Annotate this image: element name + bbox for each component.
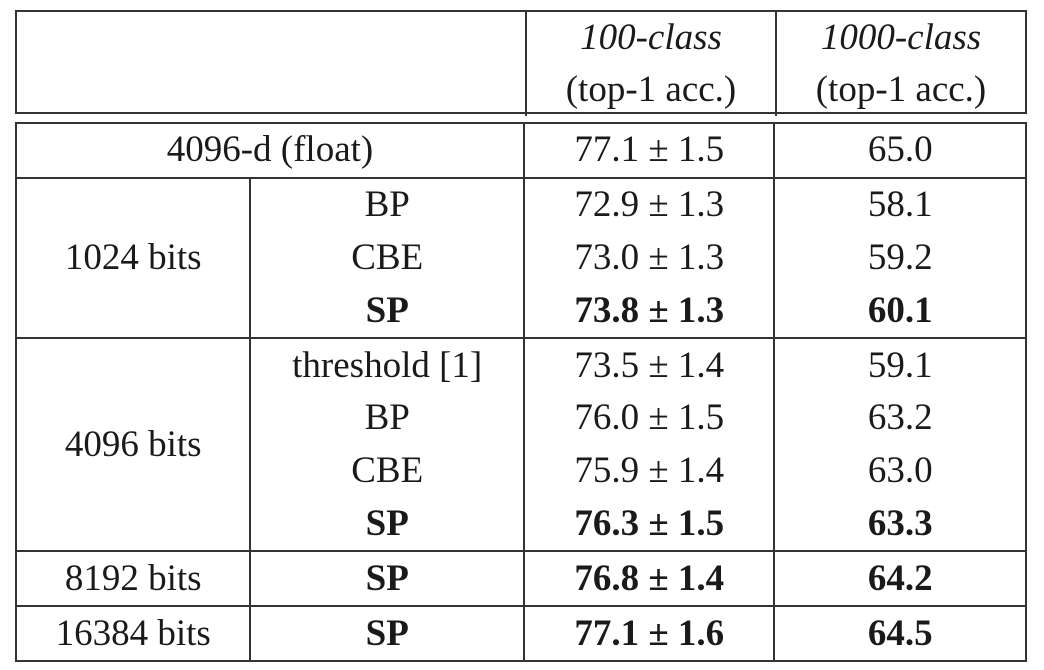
header-col-1000-title: 1000-class — [820, 17, 982, 58]
table-row: BP 76.0 ± 1.5 63.2 — [17, 391, 1025, 445]
acc1000-cell: 64.5 — [773, 605, 1025, 660]
table-row: 1024 bits BP 72.9 ± 1.3 58.1 — [17, 176, 1025, 339]
results-table: 4096-d (float) 77.1 ± 1.5 65.0 1024 bits… — [17, 124, 1025, 660]
table-row: 4096-d (float) 77.1 ± 1.5 65.0 — [17, 124, 1025, 178]
table-row: CBE 75.9 ± 1.4 63.0 — [17, 444, 1025, 498]
method-cell: SP — [249, 497, 524, 552]
header-col-100-class: 100-class (top-1 acc.) — [525, 12, 775, 116]
header-empty-cell — [17, 12, 525, 116]
method-cell: CBE — [249, 231, 524, 285]
acc1000-cell: 63.3 — [773, 497, 1025, 552]
table-row: CBE 73.0 ± 1.3 59.2 — [17, 231, 1025, 285]
acc100-cell: 76.0 ± 1.5 — [522, 391, 775, 445]
method-cell: threshold [1] — [249, 337, 524, 392]
table-row: 4096 bits threshold [1] 73.5 ± 1.4 59.1 — [17, 337, 1025, 552]
acc1000-cell: 64.2 — [773, 550, 1025, 607]
method-cell: BP — [249, 176, 524, 232]
acc1000-cell: 65.0 — [773, 124, 1025, 178]
acc1000-cell: 59.2 — [773, 231, 1025, 285]
acc1000-cell: 63.2 — [773, 391, 1025, 445]
acc100-cell: 73.8 ± 1.3 — [522, 284, 775, 339]
acc100-cell: 73.5 ± 1.4 — [522, 337, 775, 392]
table-row: 16384 bits SP 77.1 ± 1.6 64.5 — [17, 605, 1025, 660]
group-label-16384: 16384 bits — [17, 605, 251, 660]
group-label-1024: 1024 bits — [17, 176, 251, 339]
method-cell: SP — [249, 550, 524, 607]
header-col-100-title: 100-class — [580, 17, 722, 58]
acc1000-cell: 58.1 — [773, 176, 1025, 232]
method-cell: BP — [249, 391, 524, 445]
method-cell: CBE — [249, 444, 524, 498]
table-row: SP 76.3 ± 1.5 63.3 — [17, 497, 1025, 552]
acc100-cell: 72.9 ± 1.3 — [522, 176, 775, 232]
acc100-cell: 73.0 ± 1.3 — [522, 231, 775, 285]
header-col-1000-sub: (top-1 acc.) — [815, 69, 987, 110]
group-label-8192: 8192 bits — [17, 550, 251, 607]
acc100-cell: 75.9 ± 1.4 — [522, 444, 775, 498]
acc1000-cell: 60.1 — [773, 284, 1025, 339]
row-label-float: 4096-d (float) — [166, 129, 374, 171]
method-cell: SP — [249, 605, 524, 660]
acc1000-cell: 63.0 — [773, 444, 1025, 498]
header-col-1000-class: 1000-class (top-1 acc.) — [775, 12, 1025, 116]
acc100-cell: 77.1 ± 1.6 — [522, 605, 775, 660]
table-header: 100-class (top-1 acc.) 1000-class (top-1… — [15, 10, 1027, 116]
header-col-100-sub: (top-1 acc.) — [565, 69, 737, 110]
table-row: SP 73.8 ± 1.3 60.1 — [17, 284, 1025, 339]
table-body: 4096-d (float) 77.1 ± 1.5 65.0 1024 bits… — [15, 122, 1027, 662]
acc100-cell: 76.8 ± 1.4 — [522, 550, 775, 607]
acc1000-cell: 59.1 — [773, 337, 1025, 392]
group-label-4096: 4096 bits — [17, 337, 251, 552]
table-row: 8192 bits SP 76.8 ± 1.4 64.2 — [17, 550, 1025, 607]
acc100-cell: 76.3 ± 1.5 — [522, 497, 775, 552]
method-cell: SP — [249, 284, 524, 339]
acc100-cell: 77.1 ± 1.5 — [522, 124, 775, 178]
